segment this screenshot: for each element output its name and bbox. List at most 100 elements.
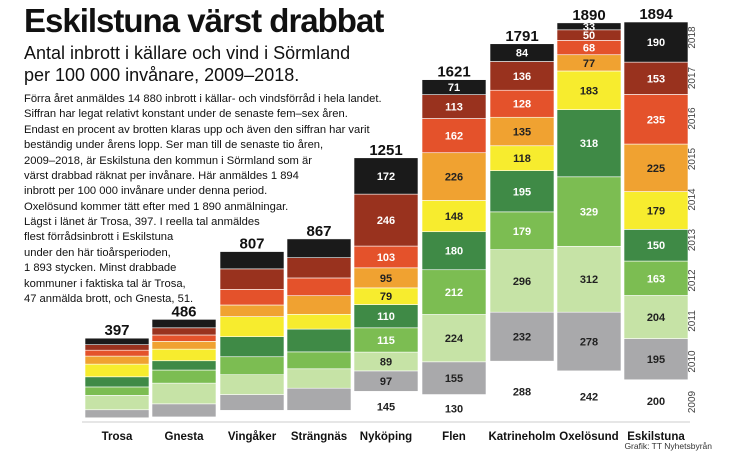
bar-segment-gnesta-2013 — [151, 360, 217, 371]
bar-segment-trosa-2014 — [84, 363, 150, 378]
year-label-2015: 2015 — [687, 147, 698, 170]
data-label-katrineholm-2018: 84 — [516, 48, 529, 60]
bar-segment-gnesta-2015 — [151, 341, 217, 350]
bar-segment-vingaker-2013 — [219, 336, 285, 358]
total-label-vingaker: 807 — [239, 236, 264, 253]
data-label-flen-2011: 224 — [445, 333, 464, 345]
bar-segment-gnesta-2012 — [151, 369, 217, 384]
data-label-flen-2017: 113 — [445, 102, 463, 114]
year-label-2009: 2009 — [687, 390, 698, 413]
data-label-nykoping-2010: 97 — [380, 376, 392, 388]
bar-segment-eskilstuna-2017 — [623, 61, 689, 95]
total-label-trosa: 397 — [104, 322, 129, 339]
category-label-eskilstuna: Eskilstuna — [627, 431, 685, 443]
bar-segment-flen-2013 — [421, 231, 487, 271]
total-label-strangnas: 867 — [306, 223, 331, 240]
bar-segment-strangnas-2012 — [286, 351, 352, 370]
data-label-nykoping-2015: 95 — [380, 273, 392, 285]
bar-segment-gnesta-2018 — [151, 319, 217, 329]
bar-segment-katrineholm-2017 — [489, 61, 555, 91]
bar-segment-vingaker-2014 — [219, 316, 285, 337]
bar-segment-trosa-2012 — [84, 386, 150, 396]
total-label-nykoping: 1251 — [369, 142, 402, 159]
data-label-nykoping-2014: 79 — [380, 291, 392, 303]
bar-segment-strangnas-2009 — [286, 410, 352, 423]
data-label-eskilstuna-2009: 200 — [647, 396, 665, 408]
bar-segment-katrineholm-2014 — [489, 145, 555, 171]
bar-segment-gnesta-2017 — [151, 327, 217, 336]
bar-segment-gnesta-2016 — [151, 334, 217, 342]
data-label-oxelosund-2009: 242 — [580, 391, 598, 403]
year-label-2016: 2016 — [687, 107, 698, 130]
year-label-2017: 2017 — [687, 66, 698, 89]
bar-segment-flen-2010 — [421, 361, 487, 395]
data-label-nykoping-2013: 110 — [377, 311, 395, 323]
bar-segment-eskilstuna-2011 — [623, 295, 689, 339]
total-label-katrineholm: 1791 — [505, 28, 538, 45]
bar-segment-trosa-2009 — [84, 417, 150, 423]
category-label-oxelosund: Oxelösund — [559, 431, 618, 443]
bar-segment-oxelosund-2014 — [556, 70, 622, 110]
data-label-nykoping-2018: 172 — [377, 171, 395, 183]
bar-segment-katrineholm-2009 — [489, 360, 555, 423]
bar-segment-flen-2009 — [421, 394, 487, 423]
bar-segment-strangnas-2013 — [286, 328, 352, 353]
data-label-katrineholm-2010: 232 — [513, 332, 531, 344]
bar-segment-vingaker-2010 — [219, 394, 285, 411]
bar-segment-gnesta-2011 — [151, 382, 217, 405]
year-label-2012: 2012 — [687, 269, 698, 292]
bar-segment-eskilstuna-2014 — [623, 191, 689, 230]
data-label-nykoping-2012: 115 — [377, 335, 395, 347]
bar-segment-trosa-2013 — [84, 376, 150, 388]
data-label-flen-2012: 212 — [445, 287, 463, 299]
year-label-2018: 2018 — [687, 26, 698, 49]
data-label-oxelosund-2016: 68 — [583, 43, 595, 55]
data-label-katrineholm-2013: 195 — [513, 186, 531, 198]
bar-segment-strangnas-2010 — [286, 387, 352, 411]
bar-segment-eskilstuna-2013 — [623, 229, 689, 262]
category-label-nykoping: Nyköping — [360, 431, 412, 443]
bar-segment-trosa-2018 — [84, 337, 150, 346]
year-label-2011: 2011 — [687, 310, 698, 332]
data-label-eskilstuna-2013: 150 — [647, 240, 665, 252]
graphic-credit: Grafik: TT Nyhetsbyrån — [624, 441, 712, 451]
bar-segment-gnesta-2009 — [151, 416, 217, 423]
bar-segment-trosa-2011 — [84, 395, 150, 411]
bar-segment-oxelosund-2013 — [556, 109, 622, 178]
year-label-2010: 2010 — [687, 350, 698, 373]
bar-segment-gnesta-2014 — [151, 348, 217, 362]
bar-segment-oxelosund-2018 — [556, 22, 622, 31]
data-label-katrineholm-2014: 118 — [513, 153, 531, 165]
bar-segment-strangnas-2016 — [286, 277, 352, 297]
data-label-eskilstuna-2014: 179 — [647, 205, 665, 217]
bar-segment-flen-2011 — [421, 314, 487, 363]
bar-segment-katrineholm-2018 — [489, 43, 555, 62]
category-label-flen: Flen — [442, 431, 466, 443]
body-text-paragraph-1: Förra året anmäldes 14 880 inbrott i käl… — [24, 93, 382, 213]
data-label-flen-2010: 155 — [445, 373, 463, 385]
year-label-2014: 2014 — [687, 188, 698, 211]
data-label-eskilstuna-2016: 235 — [647, 114, 665, 126]
bar-segment-flen-2012 — [421, 269, 487, 315]
chart-title: Eskilstuna värst drabbat — [24, 2, 384, 39]
category-label-vingaker: Vingåker — [228, 431, 277, 443]
data-label-oxelosund-2015: 77 — [583, 58, 595, 70]
data-label-flen-2009: 130 — [445, 403, 463, 415]
body-text-paragraph-2: Lägst i länet är Trosa, 397. I reella ta… — [24, 216, 260, 306]
data-label-oxelosund-2012: 329 — [580, 207, 598, 219]
bar-segment-eskilstuna-2018 — [623, 21, 689, 63]
bar-segment-eskilstuna-2016 — [623, 94, 689, 145]
bar-segment-flen-2015 — [421, 152, 487, 201]
bar-segment-eskilstuna-2015 — [623, 143, 689, 192]
data-label-nykoping-2017: 246 — [377, 215, 395, 227]
data-label-oxelosund-2014: 183 — [580, 85, 598, 97]
bar-segment-nykoping-2017 — [353, 193, 419, 247]
chart-subtitle: Antal inbrott i källare och vind i Sörml… — [24, 43, 351, 85]
bar-segment-strangnas-2014 — [286, 313, 352, 330]
bar-segment-katrineholm-2013 — [489, 170, 555, 213]
bar-segment-strangnas-2011 — [286, 368, 352, 389]
data-label-eskilstuna-2010: 195 — [647, 354, 665, 366]
bar-segment-trosa-2010 — [84, 409, 150, 419]
